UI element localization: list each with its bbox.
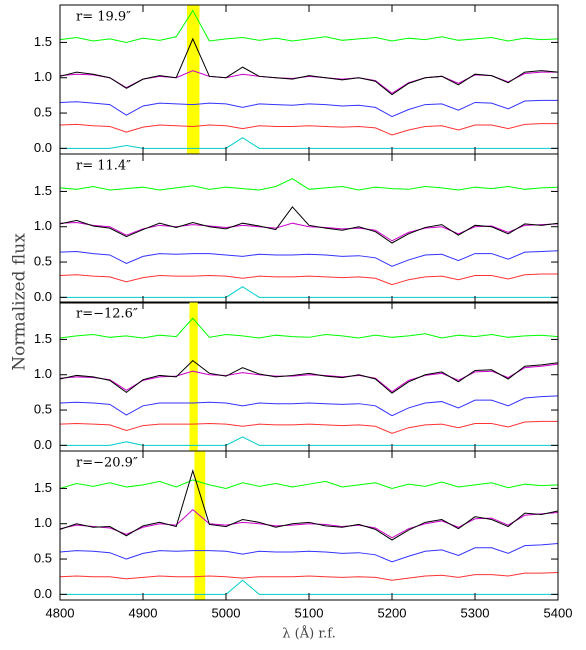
spectrum-line bbox=[59, 317, 559, 339]
highlight-band bbox=[186, 5, 200, 154]
spectrum-line bbox=[59, 9, 559, 43]
spectrum-line bbox=[59, 469, 559, 541]
x-tick-label: 4900 bbox=[129, 605, 158, 620]
panel-frame bbox=[59, 301, 559, 452]
spectrum-line bbox=[59, 359, 559, 394]
spectrum-line bbox=[59, 571, 559, 581]
panel-label: r= 19.9″ bbox=[76, 10, 131, 25]
y-tick-label: 0.0 bbox=[34, 140, 52, 155]
spectrum-line bbox=[59, 479, 559, 489]
spectrum-line bbox=[59, 395, 559, 417]
x-tick-label: 5000 bbox=[212, 605, 241, 620]
spectrum-line bbox=[59, 273, 558, 286]
y-tick-label: 0.0 bbox=[34, 289, 52, 304]
y-tick-label: 0.5 bbox=[34, 104, 52, 119]
x-tick-label: 5300 bbox=[461, 605, 490, 620]
x-tick-label: 5400 bbox=[544, 605, 573, 620]
spectrum-line bbox=[59, 363, 559, 393]
y-tick-label: 1.5 bbox=[34, 480, 52, 495]
x-axis-label: λ (Å) r.f. bbox=[282, 626, 335, 642]
highlight-band bbox=[189, 302, 198, 451]
spectrum-line bbox=[59, 206, 559, 244]
x-tick-label: 5200 bbox=[378, 605, 407, 620]
y-tick-label: 1.0 bbox=[34, 366, 52, 381]
y-tick-label: 0.5 bbox=[34, 401, 52, 416]
spectrum-line bbox=[59, 123, 558, 136]
spectrum-line bbox=[60, 579, 558, 595]
panel-frame bbox=[59, 4, 559, 155]
spectrum-line bbox=[59, 178, 559, 191]
y-tick-label: 0.5 bbox=[34, 550, 52, 565]
spectrum-line bbox=[59, 99, 558, 118]
spectrum-line bbox=[59, 508, 559, 539]
panel-label: r=−20.9″ bbox=[76, 456, 138, 471]
spectrum-line bbox=[59, 37, 559, 96]
spectrum-line bbox=[59, 420, 558, 434]
spectrum-line bbox=[60, 286, 558, 298]
spectrum-line bbox=[60, 137, 558, 149]
x-tick-label: 4800 bbox=[46, 605, 75, 620]
panel-label: r= 11.4″ bbox=[76, 159, 131, 174]
y-axis-label: Normalized flux bbox=[10, 233, 30, 371]
y-tick-label: 1.0 bbox=[34, 515, 52, 530]
highlight-band bbox=[194, 451, 206, 600]
y-tick-label: 1.5 bbox=[34, 331, 52, 346]
panel-label: r=−12.6″ bbox=[76, 307, 138, 322]
panel-frame bbox=[59, 153, 559, 304]
spectrum-line bbox=[59, 221, 559, 242]
spectrum-line bbox=[59, 70, 558, 94]
spectrum-line bbox=[59, 543, 559, 563]
x-tick-label: 5100 bbox=[295, 605, 324, 620]
y-tick-label: 0.0 bbox=[34, 437, 52, 452]
y-tick-label: 1.0 bbox=[34, 69, 52, 84]
y-tick-label: 0.0 bbox=[34, 586, 52, 601]
spectrum-line bbox=[59, 250, 559, 267]
y-tick-label: 0.5 bbox=[34, 253, 52, 268]
y-tick-label: 1.0 bbox=[34, 218, 52, 233]
y-tick-label: 1.5 bbox=[34, 183, 52, 198]
y-tick-label: 1.5 bbox=[34, 34, 52, 49]
